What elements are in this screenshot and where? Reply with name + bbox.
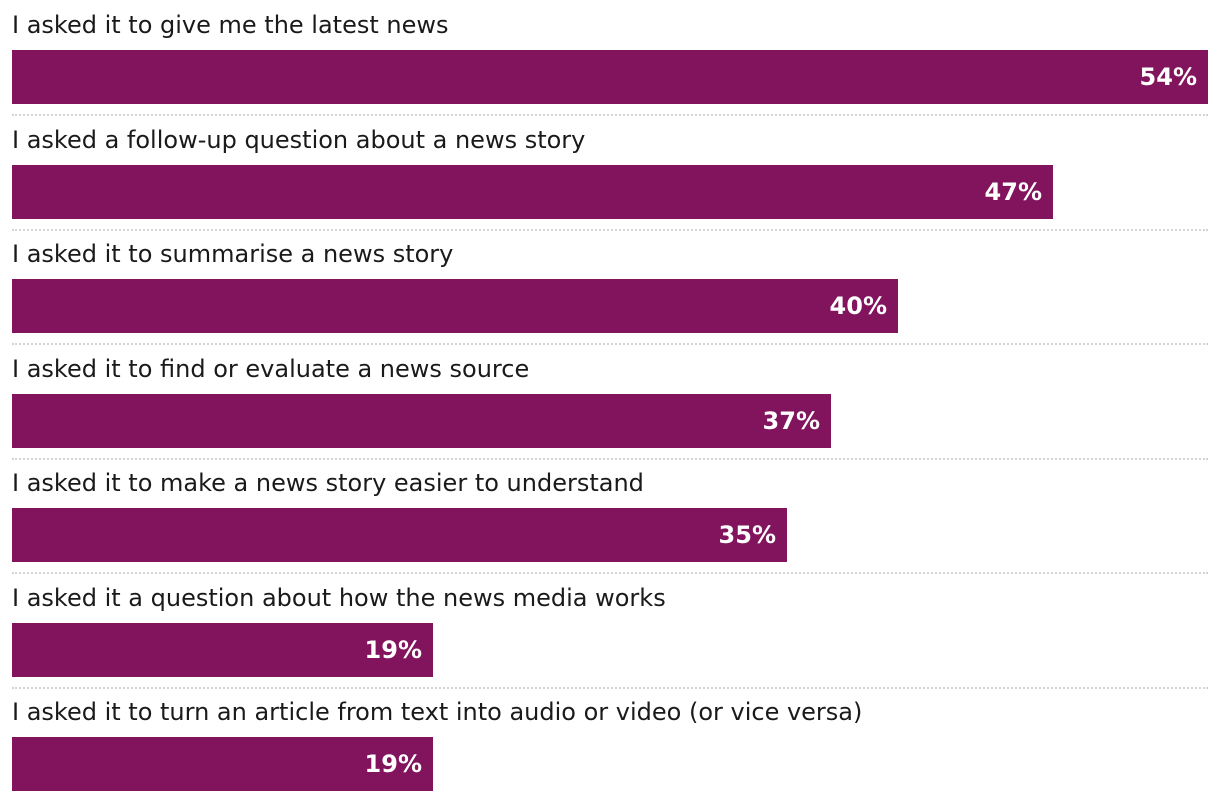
bar-value-label: 54% <box>1139 63 1197 91</box>
bar-value-label: 37% <box>762 407 820 435</box>
bar-value-label: 47% <box>984 178 1042 206</box>
bar-value-label: 19% <box>364 750 422 778</box>
row-divider <box>12 458 1208 460</box>
bar: 54% <box>12 50 1208 104</box>
bar: 37% <box>12 394 831 448</box>
bar-row: I asked it to give me the latest news 54% <box>12 0 1208 114</box>
row-divider <box>12 687 1208 689</box>
bar-row: I asked it a question about how the news… <box>12 573 1208 687</box>
category-label: I asked it to turn an article from text … <box>12 698 863 726</box>
bar: 35% <box>12 508 787 562</box>
bar: 19% <box>12 737 433 791</box>
category-label: I asked a follow-up question about a new… <box>12 126 586 154</box>
bar-row: I asked it to find or evaluate a news so… <box>12 344 1208 458</box>
bar-row: I asked it to summarise a news story 40% <box>12 229 1208 343</box>
bar: 40% <box>12 279 898 333</box>
row-divider <box>12 114 1208 116</box>
category-label: I asked it to find or evaluate a news so… <box>12 355 530 383</box>
bar-value-label: 35% <box>718 521 776 549</box>
category-label: I asked it to summarise a news story <box>12 240 454 268</box>
bar-row: I asked it to make a news story easier t… <box>12 458 1208 572</box>
bar-row: I asked it to turn an article from text … <box>12 687 1208 801</box>
bar: 47% <box>12 165 1053 219</box>
bar-row: I asked a follow-up question about a new… <box>12 115 1208 229</box>
bar: 19% <box>12 623 433 677</box>
bar-value-label: 19% <box>364 636 422 664</box>
row-divider <box>12 572 1208 574</box>
row-divider <box>12 229 1208 231</box>
category-label: I asked it a question about how the news… <box>12 584 666 612</box>
category-label: I asked it to make a news story easier t… <box>12 469 644 497</box>
category-label: I asked it to give me the latest news <box>12 11 449 39</box>
bar-value-label: 40% <box>829 292 887 320</box>
row-divider <box>12 343 1208 345</box>
